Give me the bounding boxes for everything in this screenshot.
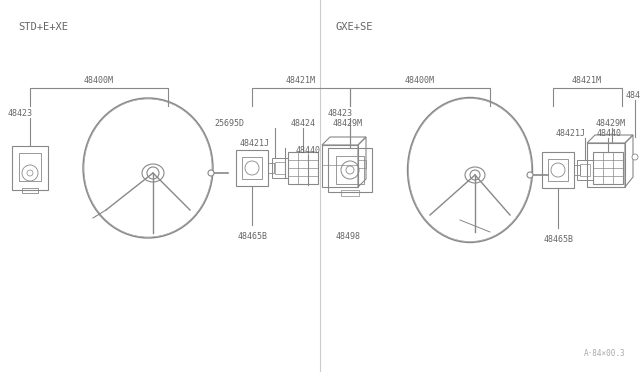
Text: 48400M: 48400M bbox=[84, 76, 114, 85]
Bar bbox=[336, 156, 364, 184]
Bar bbox=[341, 190, 359, 196]
Bar bbox=[275, 162, 285, 174]
Bar bbox=[288, 152, 318, 184]
Bar bbox=[242, 157, 262, 179]
Text: 48400M: 48400M bbox=[405, 76, 435, 85]
Bar bbox=[548, 159, 568, 181]
Bar bbox=[580, 164, 590, 176]
Bar bbox=[12, 146, 48, 190]
Text: 48465B: 48465B bbox=[544, 235, 574, 244]
Text: GXE+SE: GXE+SE bbox=[335, 22, 372, 32]
Text: 48421M: 48421M bbox=[572, 76, 602, 85]
Text: STD+E+XE: STD+E+XE bbox=[18, 22, 68, 32]
Text: 48421J: 48421J bbox=[240, 139, 270, 148]
Text: 48440: 48440 bbox=[597, 129, 622, 138]
Text: 48423: 48423 bbox=[328, 109, 353, 118]
Text: 48429M: 48429M bbox=[333, 119, 363, 128]
Bar bbox=[358, 160, 366, 168]
Text: 48424: 48424 bbox=[291, 119, 316, 128]
Bar bbox=[22, 188, 38, 193]
Bar bbox=[542, 152, 574, 188]
Text: 25695D: 25695D bbox=[214, 119, 244, 128]
Bar bbox=[322, 145, 358, 187]
Circle shape bbox=[527, 172, 533, 178]
Text: 48429M: 48429M bbox=[596, 119, 626, 128]
Circle shape bbox=[208, 170, 214, 176]
Bar bbox=[587, 143, 625, 187]
Text: 48421J: 48421J bbox=[556, 129, 586, 138]
Bar bbox=[19, 153, 41, 181]
Bar bbox=[328, 148, 372, 192]
Text: 48498: 48498 bbox=[626, 91, 640, 100]
Bar bbox=[268, 163, 274, 173]
Bar bbox=[593, 152, 623, 184]
Text: 48465B: 48465B bbox=[238, 232, 268, 241]
Bar bbox=[577, 160, 593, 180]
Text: 48498: 48498 bbox=[336, 232, 361, 241]
Bar bbox=[272, 158, 288, 178]
Text: 48423: 48423 bbox=[8, 109, 33, 118]
Bar bbox=[574, 165, 580, 175]
Bar bbox=[236, 150, 268, 186]
Circle shape bbox=[632, 154, 638, 160]
Text: 48421M: 48421M bbox=[286, 76, 316, 85]
Text: 48440: 48440 bbox=[296, 146, 321, 155]
Text: A·84×00.3: A·84×00.3 bbox=[584, 349, 625, 358]
